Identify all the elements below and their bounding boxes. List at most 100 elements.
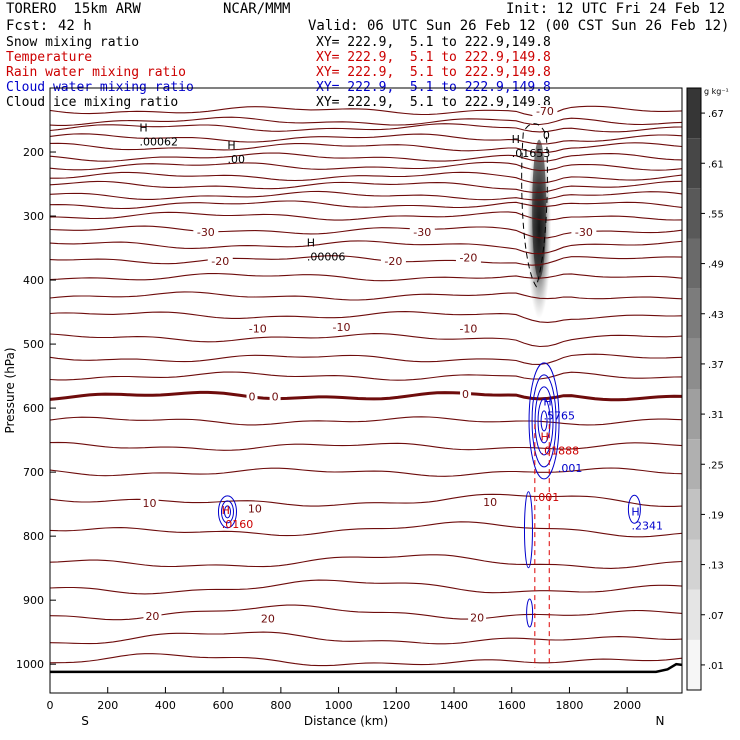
colorbar-tick-label: .19 [708,510,724,521]
isotherm-label: -30 [413,226,431,239]
temperature-isotherm [49,123,683,133]
cloud-water-contour [534,386,554,456]
temperature-isotherm [49,142,683,154]
contour-label: 0 [543,129,550,142]
colorbar-segment [687,188,701,239]
isotherm-label: -20 [384,255,402,268]
isotherm-label-bg [481,496,500,509]
max-marker-letter: H [540,431,548,444]
colorbar-segment [687,489,701,540]
isotherm-label-bg [245,322,271,335]
colorbar-segment [687,288,701,339]
temperature-isotherm [49,353,683,365]
y-tick-label: 300 [23,210,44,223]
cloud-water-contour [223,505,231,519]
isotherm-label: 20 [470,611,484,624]
colorbar-tick-label: .31 [708,410,724,421]
temperature-isotherm [49,311,683,323]
legend-label: Cloud ice mixing ratio [6,95,179,110]
temperature-isotherm [49,180,683,193]
y-tick-label: 500 [23,338,44,351]
isotherm-label: 10 [248,503,262,516]
max-marker-value: .01888 [541,445,580,458]
colorbar-segment [687,439,701,490]
isotherm-label-bg [571,226,597,239]
temperature-isotherm [50,171,683,184]
x-axis-title: Distance (km) [304,714,388,728]
terrain-line [50,662,683,674]
max-marker-letter: H [631,505,639,518]
x-tick-label: 0 [47,699,54,712]
legend-xy: XY= 222.9, 5.1 to 222.9,149.8 [316,95,551,110]
x-tick-label: 200 [97,699,118,712]
cloud-water-contour [627,494,641,524]
max-marker-value: .01653 [512,147,551,160]
max-marker-letter: H [222,504,230,517]
max-marker-letter: H [543,395,551,408]
isotherm-label-bg [328,320,354,333]
legend-label: Temperature [6,50,93,65]
isotherm-label-bg [455,322,481,335]
isotherm-label-bg [140,496,159,509]
colorbar-segment [687,389,701,440]
cloud-water-contour [217,495,237,529]
temperature-isotherm [49,272,683,282]
org-title: NCAR/MMM [223,1,291,17]
isotherm-label: -30 [197,226,215,239]
isotherm-label: 20 [261,613,275,626]
isotherm-label-bg [245,502,264,515]
temperature-isotherm [49,333,683,348]
isotherm-label: -20 [459,252,477,265]
max-marker-value: .00 [227,153,245,166]
legend-label: Snow mixing ratio [6,35,140,50]
isotherm-label: 0 [249,391,256,404]
isotherm-label-bg [409,226,435,239]
colorbar-tick-label: .37 [708,360,724,371]
temperature-isotherm [49,200,683,210]
x-tick-label: 800 [270,699,291,712]
y-axis-title: Pressure (hPa) [3,347,17,433]
cloud-water-contour [526,598,534,628]
max-marker-letter: H [139,121,147,134]
colorbar-tick-label: .25 [708,460,724,471]
colorbar-tick-label: .49 [708,260,724,271]
isotherm-label-bg [468,611,487,624]
y-tick-label: 600 [23,402,44,415]
temperature-isotherm [49,467,683,477]
isotherm-label-bg [246,390,258,403]
colorbar-segment [687,338,701,389]
isotherm-label-bg [380,254,406,267]
max-marker-value: .2341 [631,519,663,532]
legend-xy: XY= 222.9, 5.1 to 222.9,149.8 [316,50,551,65]
y-tick-label: 400 [23,274,44,287]
temperature-isotherm [49,116,683,126]
contour-label: .001 [535,491,560,504]
colorbar-tick-label: .07 [708,611,724,622]
fcst-label: Fcst: [6,18,49,34]
x-tick-label: 1800 [555,699,583,712]
max-marker-letter: H [512,133,520,146]
temperature-isotherm [49,291,683,301]
legend-xy: XY= 222.9, 5.1 to 222.9,149.8 [316,35,551,50]
legend-xy: XY= 222.9, 5.1 to 222.9,149.8 [316,65,551,80]
y-tick-label: 900 [23,594,44,607]
x-tick-label: 1200 [382,699,410,712]
x-tick-label: 1600 [498,699,526,712]
max-marker-letter: H [307,237,315,250]
isotherm-label: 10 [483,496,497,509]
isotherm-label-bg [193,226,219,239]
temperature-isotherm [49,390,683,402]
temperature-isotherm [49,521,683,538]
x-tick-label: 400 [155,699,176,712]
x-tick-label: 2000 [613,699,641,712]
temperature-isotherm [50,211,683,221]
contour-label: .001 [558,462,583,475]
north-label: N [656,714,665,728]
y-tick-label: 200 [23,146,44,159]
cloud-water-contour [540,410,548,432]
cloud-water-contour [531,374,557,468]
max-marker-value: .00006 [307,251,346,264]
colorbar-tick-label: .43 [708,310,724,321]
snow-contour [521,123,548,288]
